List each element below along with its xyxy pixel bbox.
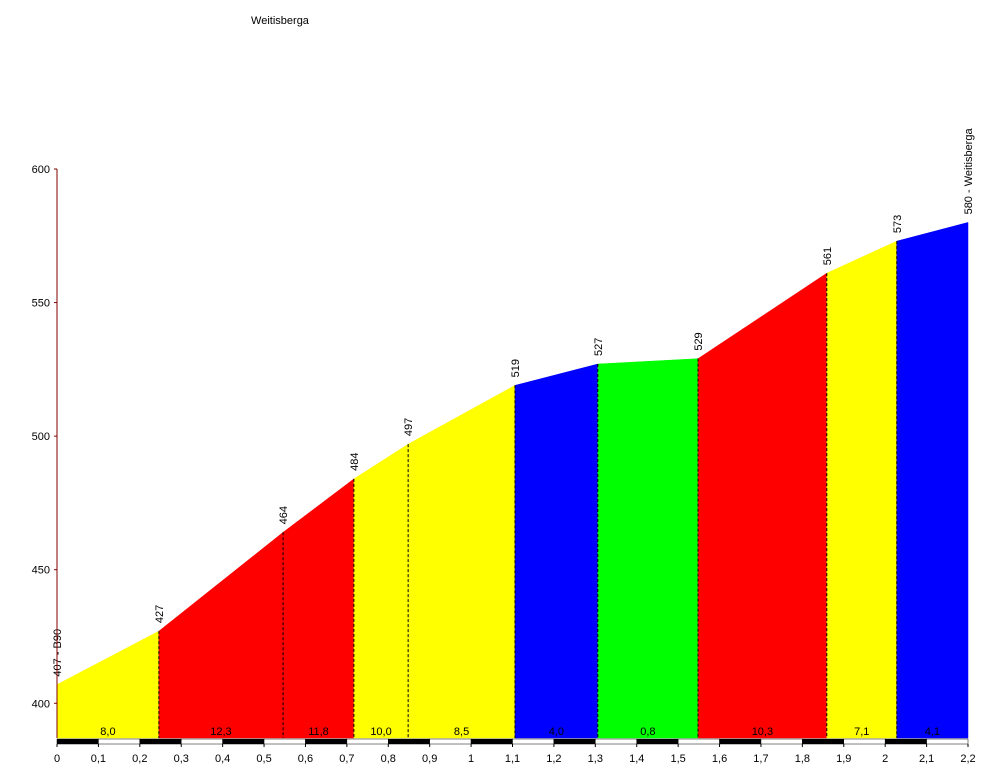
gradient-label: 11,8 (308, 726, 329, 738)
chart-title: Weitisberga (251, 15, 310, 27)
x-tick-label: 2,1 (919, 753, 934, 765)
gradient-label: 7,1 (854, 726, 869, 738)
x-tick-label: 2 (882, 753, 888, 765)
scale-bar (139, 738, 182, 745)
profile-segment (826, 240, 898, 739)
x-tick-label: 0,8 (381, 753, 396, 765)
profile-segment (407, 384, 516, 739)
x-tick-label: 0,9 (422, 753, 437, 765)
x-tick-label: 1,2 (546, 753, 561, 765)
x-tick-label: 1,7 (753, 753, 768, 765)
x-tick-label: 1,9 (836, 753, 851, 765)
x-tick-label: 1 (468, 753, 474, 765)
gradient-label: 10,0 (370, 726, 391, 738)
x-tick-label: 0,5 (256, 753, 271, 765)
gradient-label: 10,3 (752, 726, 773, 738)
x-tick-label: 0,2 (132, 753, 147, 765)
scale-bar (595, 738, 637, 745)
scale-bar (346, 738, 389, 745)
y-tick-label: 600 (32, 164, 50, 176)
scale-bar (56, 738, 99, 745)
x-tick-label: 0 (54, 753, 60, 765)
point-label: 497 (403, 418, 415, 436)
point-label: 527 (593, 338, 605, 356)
scale-bar (388, 738, 430, 745)
profile-segment (514, 363, 599, 739)
x-tick-label: 1,4 (629, 753, 644, 765)
scale-bar (884, 738, 927, 745)
point-label: 407 - B90 (52, 629, 64, 677)
profile-segment (158, 531, 284, 739)
point-label: 573 (892, 215, 904, 233)
point-label: 561 (822, 247, 834, 265)
profile-segment (896, 222, 969, 739)
point-label: 519 (510, 359, 522, 377)
x-tick-label: 0,4 (215, 753, 230, 765)
point-label: 464 (278, 506, 290, 524)
profile-segment (353, 443, 409, 739)
scale-bar (760, 738, 803, 745)
y-tick-label: 500 (32, 431, 50, 443)
scale-bar (802, 738, 845, 745)
point-label: 484 (349, 453, 361, 471)
x-tick-label: 1,6 (712, 753, 727, 765)
gradient-label: 8,0 (100, 726, 115, 738)
gradient-label: 12,3 (210, 726, 231, 738)
scale-bar (263, 738, 306, 745)
x-tick-label: 0,6 (298, 753, 313, 765)
x-tick-label: 2,2 (960, 753, 975, 765)
y-tick-label: 400 (32, 698, 50, 710)
point-label: 427 (154, 605, 166, 623)
scale-bar (926, 738, 969, 745)
scale-bar (222, 738, 265, 745)
point-label: 529 (693, 332, 705, 350)
profile-segment (697, 272, 828, 739)
profile-segment (56, 630, 160, 739)
x-tick-label: 1,8 (795, 753, 810, 765)
x-tick-label: 0,7 (339, 753, 354, 765)
scale-bar (470, 738, 513, 745)
gradient-label: 0,8 (640, 726, 655, 738)
scale-bar (512, 738, 555, 745)
x-tick-label: 1,3 (588, 753, 603, 765)
x-tick-label: 0,3 (174, 753, 189, 765)
gradient-label: 8,5 (454, 726, 469, 738)
gradient-label: 4,0 (549, 726, 564, 738)
x-tick-label: 0,1 (91, 753, 106, 765)
y-tick-label: 550 (32, 298, 50, 310)
point-label: 580 - Weitisberga (963, 128, 975, 215)
gradient-label: 4,1 (925, 726, 940, 738)
scale-bar (429, 738, 472, 745)
scale-bar (305, 738, 348, 745)
scale-bar (843, 738, 886, 745)
scale-bar (180, 738, 223, 745)
scale-bar (98, 738, 141, 745)
scale-bar (636, 738, 679, 745)
profile-segment (597, 358, 699, 739)
scale-bar (677, 738, 720, 745)
scale-bar (553, 738, 596, 745)
x-tick-label: 1,5 (670, 753, 685, 765)
scale-bar (719, 738, 762, 745)
profile-segment (282, 478, 355, 739)
y-tick-label: 450 (32, 565, 50, 577)
x-tick-label: 1,1 (505, 753, 520, 765)
